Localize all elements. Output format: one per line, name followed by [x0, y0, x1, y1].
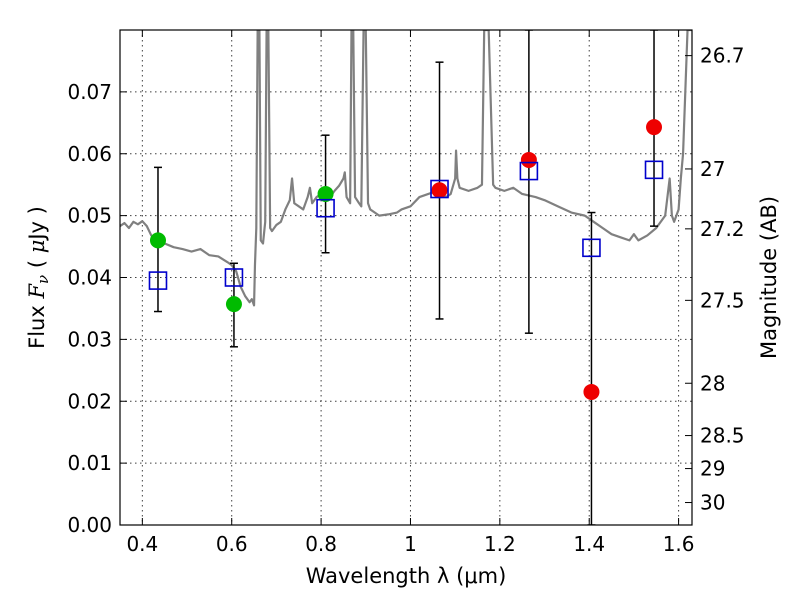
x-tick-label: 0.6 — [216, 532, 248, 556]
model-point — [316, 198, 335, 218]
observed-point — [317, 185, 334, 202]
y-tick-label: 0.01 — [67, 451, 112, 475]
model-point — [644, 160, 664, 180]
x-tick-label: 0.4 — [126, 532, 158, 556]
x-tick-label: 1 — [404, 532, 417, 556]
y-axis-label: Flux Fν ( μJy ) — [25, 206, 52, 349]
y-tick-label: 0.07 — [67, 80, 112, 104]
y-axis-label-suffix: Jy ) — [25, 206, 49, 242]
y-tick-label: 0.06 — [67, 142, 112, 166]
y2-tick-label: 30 — [700, 491, 725, 515]
y2-tick-label: 27 — [700, 157, 725, 181]
y2-axis-label: Magnitude (AB) — [757, 196, 781, 359]
observed-point — [431, 182, 448, 199]
y-axis-label-sub: ν — [34, 275, 52, 284]
x-axis: 0.4 0.6 0.8 1 1.2 1.4 1.6 — [126, 30, 695, 556]
model-point — [430, 179, 449, 199]
y-axis: 0.00 0.01 0.02 0.03 0.04 0.05 0.06 0.07 — [67, 80, 127, 537]
y2-tick-label: 28 — [700, 371, 725, 395]
y-axis-label-prefix: Flux — [25, 299, 49, 349]
plot-area — [120, 30, 692, 525]
plot-clip-group — [120, 30, 692, 525]
y2-tick-label: 29 — [700, 457, 725, 481]
model-point — [148, 271, 168, 290]
y2-tick-label: 26.7 — [700, 44, 745, 68]
y-tick-label: 0.04 — [67, 266, 112, 290]
y2-tick-label: 27.5 — [700, 288, 745, 312]
y-axis-label-mid: ( — [25, 253, 49, 275]
y-tick-label: 0.00 — [67, 513, 112, 537]
y-tick-label: 0.02 — [67, 389, 112, 413]
x-tick-label: 1.4 — [573, 532, 605, 556]
observed-point — [646, 119, 663, 136]
y-tick-label: 0.05 — [67, 204, 112, 228]
grid-lines — [120, 30, 692, 525]
observed-point — [225, 296, 242, 313]
model-point — [519, 161, 539, 181]
x-tick-label: 0.8 — [305, 532, 337, 556]
y-axis-label-var: F — [25, 283, 49, 300]
observed-point — [149, 232, 166, 249]
observed-point — [520, 151, 537, 168]
observed-point — [583, 383, 600, 400]
model-point — [224, 268, 244, 287]
x-axis-label: Wavelength λ (μm) — [306, 564, 507, 588]
model-spectrum-line — [120, 30, 692, 307]
y2-tick-label: 28.5 — [700, 424, 745, 448]
y2-tick-label: 27.2 — [700, 217, 745, 241]
y-axis-label-mu: μ — [25, 240, 49, 254]
x-tick-label: 1.6 — [663, 532, 695, 556]
model-point — [582, 238, 601, 258]
y2-axis: 26.7 27 27.2 27.5 28 28.5 29 30 — [685, 44, 745, 515]
x-tick-label: 1.2 — [484, 532, 516, 556]
y-tick-label: 0.03 — [67, 327, 112, 351]
